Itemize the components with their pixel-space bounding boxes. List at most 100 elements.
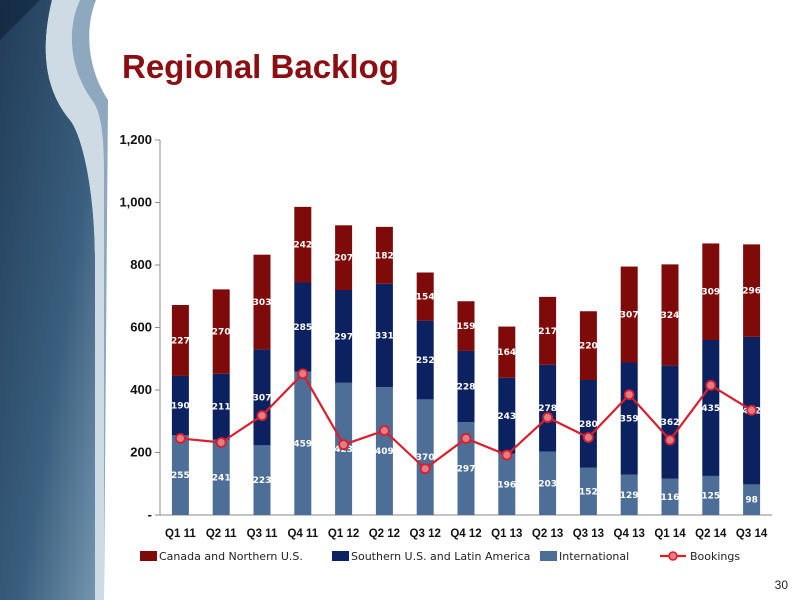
data-label-international: 255 xyxy=(171,471,190,481)
x-tick-label: Q1 13 xyxy=(491,528,522,540)
bar-southern xyxy=(171,375,189,436)
bookings-point xyxy=(460,433,472,444)
bar-international xyxy=(416,399,434,515)
x-tick-label: Q3 14 xyxy=(736,528,768,540)
x-tick-label: Q2 13 xyxy=(532,528,563,540)
data-label-southern: 362 xyxy=(661,418,680,428)
legend-label-southern: Southern U.S. and Latin America xyxy=(351,550,530,563)
bar-canada xyxy=(661,264,679,366)
page-number: 30 xyxy=(774,578,788,592)
bookings-point xyxy=(174,433,186,444)
bookings-point xyxy=(378,425,390,437)
y-tick-label: 400 xyxy=(130,382,152,397)
bar-southern xyxy=(253,349,271,446)
bar-canada xyxy=(539,296,557,365)
data-label-international: 409 xyxy=(375,447,394,457)
data-label-international: 125 xyxy=(701,491,720,501)
bar-canada xyxy=(702,243,720,340)
legend-label-international: International xyxy=(559,550,629,563)
bar-southern xyxy=(539,364,557,452)
data-label-international: 129 xyxy=(620,491,639,501)
bar-canada xyxy=(294,206,312,283)
data-label-southern: 252 xyxy=(416,356,435,366)
data-label-southern: 359 xyxy=(620,415,639,425)
x-tick-label: Q4 12 xyxy=(450,528,481,540)
x-tick-label: Q3 13 xyxy=(573,528,604,540)
data-label-canada: 242 xyxy=(293,241,312,251)
data-label-international: 203 xyxy=(538,479,557,489)
data-label-international: 196 xyxy=(497,480,516,490)
bookings-line-layer xyxy=(174,368,757,475)
bar-international xyxy=(702,475,720,515)
bar-southern xyxy=(416,320,434,400)
data-label-canada: 296 xyxy=(742,287,761,297)
x-tick-label: Q1 11 xyxy=(165,528,196,540)
bar-southern xyxy=(702,340,720,476)
bar-canada xyxy=(457,301,475,351)
bar-southern xyxy=(498,377,516,454)
x-tick-label: Q2 11 xyxy=(206,528,237,540)
data-label-southern: 331 xyxy=(375,331,394,341)
legend-marker-bookings xyxy=(668,551,678,561)
bar-international xyxy=(171,435,189,515)
bookings-point xyxy=(297,368,309,380)
data-label-canada: 159 xyxy=(457,322,476,332)
bar-canada xyxy=(620,266,638,363)
data-label-southern: 297 xyxy=(334,332,353,342)
data-label-canada: 164 xyxy=(497,348,516,358)
chart-axes: - 200 400 600 800 1,000 1,200 Q1 11 Q2 11 Q3 11 Q4… xyxy=(119,132,772,540)
bar-international xyxy=(579,467,597,515)
bar-international xyxy=(743,484,761,515)
x-tick-label: Q3 12 xyxy=(410,528,441,540)
page-title: Regional Backlog xyxy=(122,48,399,85)
bar-southern xyxy=(212,373,230,440)
bookings-point xyxy=(501,449,513,461)
bar-canada xyxy=(579,311,597,380)
bookings-point xyxy=(256,410,268,422)
bar-canada xyxy=(375,226,393,284)
data-label-southern: 307 xyxy=(253,393,272,403)
x-tick-label: Q4 11 xyxy=(287,528,318,540)
bar-international xyxy=(457,422,475,515)
bookings-point xyxy=(542,412,553,423)
data-label-southern: 243 xyxy=(497,412,516,422)
bookings-point xyxy=(215,437,227,448)
bar-international xyxy=(539,451,557,515)
data-label-international: 241 xyxy=(212,473,231,483)
bar-canada xyxy=(253,254,271,350)
data-label-canada: 307 xyxy=(620,311,639,321)
data-label-southern: 285 xyxy=(293,323,312,333)
data-label-international: 297 xyxy=(457,465,476,475)
chart-bars: 2551902272412112702233073034592852424232… xyxy=(171,206,761,515)
data-label-canada: 154 xyxy=(416,293,435,303)
bar-canada xyxy=(498,326,516,378)
x-tick-label: Q1 14 xyxy=(654,528,686,540)
bookings-point xyxy=(664,434,676,446)
data-label-canada: 270 xyxy=(212,328,231,338)
bar-canada xyxy=(416,272,434,321)
legend-swatch-canada xyxy=(140,551,157,561)
x-tick-label: Q3 11 xyxy=(247,528,278,540)
data-label-canada: 227 xyxy=(171,336,190,346)
bar-international xyxy=(253,445,271,515)
bar-international xyxy=(294,371,312,515)
bar-southern xyxy=(294,282,312,372)
bar-international xyxy=(498,453,516,515)
bookings-point xyxy=(705,379,717,391)
x-tick-label: Q1 12 xyxy=(328,528,359,540)
x-tick-label: Q2 14 xyxy=(695,528,727,540)
legend-label-bookings: Bookings xyxy=(690,550,740,563)
bookings-point xyxy=(623,389,635,401)
data-label-international: 223 xyxy=(253,476,272,486)
data-label-international: 152 xyxy=(579,487,598,497)
legend-label-canada: Canada and Northern U.S. xyxy=(159,550,303,563)
data-label-canada: 217 xyxy=(538,327,557,337)
legend-swatch-southern xyxy=(332,551,349,561)
data-label-canada: 324 xyxy=(661,311,680,321)
y-tick-label: 1,200 xyxy=(119,132,152,147)
bar-southern xyxy=(579,380,597,468)
data-label-southern: 190 xyxy=(171,402,190,412)
data-label-canada: 220 xyxy=(579,342,598,352)
